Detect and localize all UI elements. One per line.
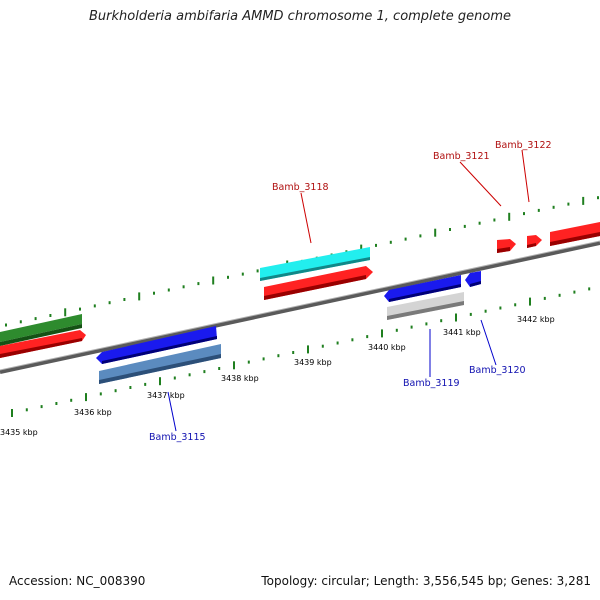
gene-bamb-3121[interactable]: [497, 239, 516, 253]
label-bamb-3118: Bamb_3118: [272, 182, 329, 193]
genome-backbone: [0, 240, 600, 374]
scale-label-3440: 3440 kbp: [368, 343, 406, 352]
leader-bamb-3120: [480, 319, 497, 366]
label-bamb-3120: Bamb_3120: [469, 365, 526, 376]
gene-cyan[interactable]: [260, 247, 370, 281]
gene-bamb-3118[interactable]: [264, 266, 373, 300]
scale-label-3437: 3437 kbp: [147, 391, 185, 400]
scale-label-3435: 3435 kbp: [0, 428, 38, 437]
gene-red-left[interactable]: [0, 330, 86, 358]
leader-bamb-3121: [459, 161, 502, 207]
leader-bamb-3122: [521, 149, 530, 203]
genome-summary-text: Topology: circular; Length: 3,556,545 bp…: [261, 574, 591, 588]
label-bamb-3115: Bamb_3115: [149, 432, 206, 443]
gene-bamb-3115[interactable]: [99, 344, 221, 384]
label-bamb-3121: Bamb_3121: [433, 151, 490, 162]
gene-red-right[interactable]: [550, 222, 600, 246]
scale-label-3438: 3438 kbp: [221, 374, 259, 383]
label-bamb-3119: Bamb_3119: [403, 378, 460, 389]
scale-label-3439: 3439 kbp: [294, 358, 332, 367]
scale-label-3441: 3441 kbp: [443, 328, 481, 337]
gene-bamb-3119-arrow[interactable]: [384, 275, 461, 302]
gene-bamb-3120[interactable]: [465, 271, 481, 287]
leader-bamb-3118: [300, 192, 312, 244]
gene-bamb-3115-arrow[interactable]: [96, 326, 217, 364]
gene-bamb-3122[interactable]: [527, 235, 542, 248]
leader-bamb-3115: [167, 391, 177, 432]
label-bamb-3122: Bamb_3122: [495, 140, 552, 151]
gene-bamb-3119[interactable]: [387, 292, 464, 320]
scale-label-3436: 3436 kbp: [74, 408, 112, 417]
gene-green[interactable]: [0, 314, 82, 346]
reverse-tick-track: [11, 287, 591, 417]
accession-text: Accession: NC_008390: [9, 574, 146, 588]
map-title: Burkholderia ambifaria AMMD chromosome 1…: [88, 9, 512, 24]
scale-label-3442: 3442 kbp: [517, 315, 555, 324]
